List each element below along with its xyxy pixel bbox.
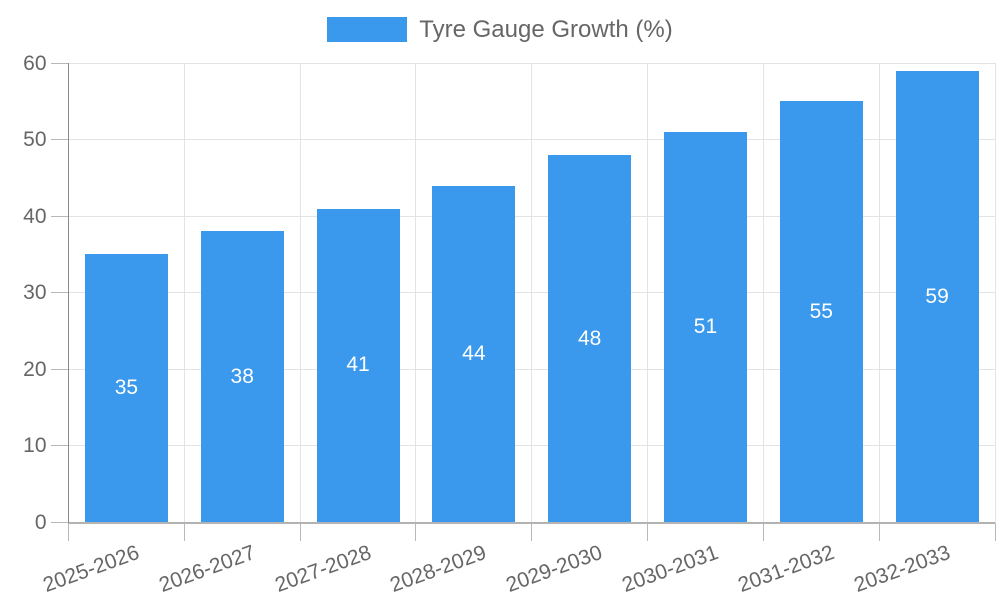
x-tick-mark <box>878 522 880 541</box>
bar-2029-2030[interactable]: 48 <box>548 154 632 523</box>
y-tick-mark <box>50 445 69 447</box>
x-tick-mark <box>762 522 764 541</box>
x-tick-mark <box>183 522 185 541</box>
x-tick-label: 2031-2032 <box>734 540 838 597</box>
y-tick-mark <box>50 62 69 64</box>
gridline-vertical <box>878 63 880 523</box>
legend-label: Tyre Gauge Growth (%) <box>419 16 673 43</box>
gridline-vertical <box>762 63 764 523</box>
y-tick-label: 60 <box>23 51 47 75</box>
bar-value-label: 38 <box>230 364 254 388</box>
legend-swatch <box>327 17 408 42</box>
x-tick-mark <box>68 522 69 541</box>
bar-2025-2026[interactable]: 35 <box>84 254 168 523</box>
x-tick-label: 2030-2031 <box>619 540 722 597</box>
bar-value-label: 41 <box>346 353 370 377</box>
bar-2031-2032[interactable]: 55 <box>779 101 863 523</box>
gridline-vertical <box>647 63 649 523</box>
gridline-vertical <box>299 63 301 523</box>
x-axis-line <box>68 521 995 524</box>
bar-value-label: 59 <box>925 284 949 308</box>
y-tick-mark <box>50 215 69 217</box>
bar-value-label: 48 <box>577 326 602 350</box>
bar-2028-2029[interactable]: 44 <box>432 185 516 523</box>
bar-2026-2027[interactable]: 38 <box>200 231 284 523</box>
y-tick-label: 30 <box>23 281 47 305</box>
x-tick-label: 2025-2026 <box>40 540 143 597</box>
bar-2032-2033[interactable]: 59 <box>895 70 979 523</box>
bar-value-label: 51 <box>693 315 718 339</box>
y-tick-label: 10 <box>23 434 47 458</box>
x-tick-mark <box>647 522 649 541</box>
y-axis-line <box>68 63 69 523</box>
x-tick-mark <box>299 522 301 541</box>
x-tick-label: 2026-2027 <box>155 540 259 597</box>
bar-value-label: 55 <box>809 299 833 323</box>
x-tick-label: 2027-2028 <box>271 540 374 597</box>
x-tick-label: 2029-2030 <box>503 540 606 597</box>
y-tick-label: 0 <box>34 511 47 534</box>
bar-value-label: 44 <box>462 342 486 365</box>
x-tick-mark <box>531 522 533 541</box>
chart-legend[interactable]: Tyre Gauge Growth (%) <box>0 17 1000 42</box>
gridline-vertical <box>531 63 533 523</box>
bar-2030-2031[interactable]: 51 <box>663 131 747 523</box>
x-tick-label: 2032-2033 <box>850 540 953 597</box>
y-tick-mark <box>50 292 69 294</box>
x-tick-mark <box>994 522 996 541</box>
y-tick-mark <box>50 368 69 370</box>
gridline-vertical <box>994 63 996 523</box>
y-tick-label: 50 <box>23 128 47 152</box>
gridline-vertical <box>183 63 185 523</box>
y-tick-mark <box>50 139 69 141</box>
x-tick-mark <box>415 522 417 541</box>
y-tick-mark <box>50 522 69 523</box>
y-tick-label: 40 <box>23 204 47 228</box>
bar-2027-2028[interactable]: 41 <box>316 208 400 523</box>
x-tick-label: 2028-2029 <box>387 540 490 597</box>
bar-value-label: 35 <box>114 376 139 400</box>
gridline-vertical <box>415 63 417 523</box>
y-tick-label: 20 <box>23 357 47 381</box>
